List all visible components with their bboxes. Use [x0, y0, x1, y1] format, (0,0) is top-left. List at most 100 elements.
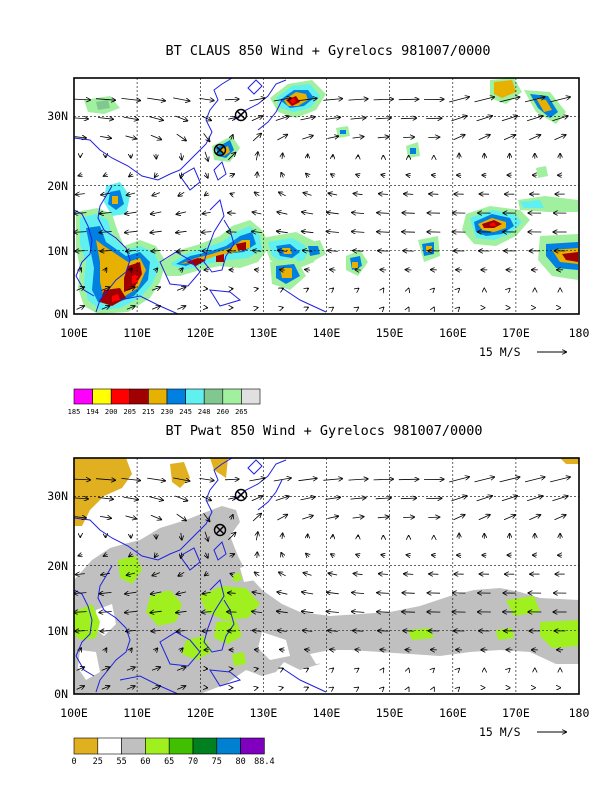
colorbar-swatch [203, 388, 224, 405]
wind-vector [331, 174, 335, 176]
wind-vector [325, 497, 340, 499]
wind-vector [282, 154, 283, 160]
wind-vector [178, 572, 185, 576]
wind-vector [279, 192, 286, 195]
wind-vector [402, 213, 415, 214]
wind-vector [176, 133, 186, 140]
wind-vector [353, 631, 364, 632]
map2-gyre-marker-1 [234, 488, 248, 502]
colorbar-swatch [148, 388, 168, 405]
wind-vector [279, 572, 286, 575]
wind-vector [449, 97, 469, 103]
wind-vector [252, 514, 261, 522]
wind-vector [402, 593, 415, 594]
wind-vector [323, 479, 342, 481]
wind-vector [74, 498, 88, 499]
wind-vector [177, 212, 187, 214]
wind-vector [129, 554, 132, 557]
map2-lon-label: 170E [502, 706, 530, 720]
wind-vector [305, 270, 311, 271]
wind-vector [74, 99, 90, 100]
colorbar-tick-label: 215 [142, 408, 155, 416]
wind-vector [373, 99, 393, 100]
wind-vector [205, 172, 208, 178]
wind-vector [550, 97, 570, 103]
wind-vector [552, 116, 567, 122]
map1-colorbar: 185 194 200 205 215 230 245 248 260 265 [68, 388, 261, 416]
wind-vector [127, 573, 136, 575]
map2-lon-label: 130E [250, 706, 278, 720]
wind-vector [178, 192, 185, 196]
map1-lon-label: 160E [439, 326, 467, 340]
wind-vector [249, 98, 265, 102]
wind-vector [253, 592, 262, 594]
wind-vector [328, 631, 338, 632]
wind-vector [76, 574, 85, 575]
wind-vector [252, 231, 263, 232]
wind-vector [125, 611, 137, 612]
map-panel-cloud-temperature: BT CLAUS 850 Wind + Gyrelocs 981007/0000 [47, 43, 589, 416]
wind-vector [373, 479, 393, 480]
wind-vector [379, 574, 388, 575]
wind-vector [80, 268, 82, 271]
wind-vector [352, 213, 365, 214]
map1-lon-label: 170E [502, 326, 530, 340]
map1-wind-vectors [74, 97, 570, 310]
wind-vector [202, 612, 212, 613]
wind-vector [400, 118, 416, 119]
map1-gyre-marker-1 [234, 108, 248, 122]
map1-cloud-shading [76, 78, 578, 314]
wind-vector [499, 477, 520, 483]
colorbar-swatch [241, 388, 261, 405]
wind-vector [203, 212, 211, 213]
wind-vector [129, 174, 132, 177]
map1-lon-label: 100E [60, 326, 88, 340]
wind-vector [205, 552, 208, 558]
wind-vector [282, 534, 283, 540]
wind-vector [474, 97, 495, 103]
wind-vector [302, 611, 314, 612]
wind-vector [381, 555, 385, 556]
wind-vector [327, 212, 339, 214]
wind-vector [303, 250, 313, 251]
wind-vector [149, 116, 163, 121]
colorbar-tick-label: 194 [86, 408, 99, 416]
map2-plot-area [74, 458, 579, 694]
wind-vector [98, 498, 113, 500]
map1-lon-label: 130E [250, 326, 278, 340]
map2-lat-label: 0N [54, 687, 68, 701]
wind-vector [224, 479, 239, 480]
map1-coastlines [74, 78, 327, 314]
wind-vector [306, 554, 309, 557]
map1-lat-label: 10N [47, 244, 68, 258]
wind-vector [524, 97, 545, 103]
colorbar-swatch [121, 737, 146, 755]
wind-vector [105, 648, 107, 651]
wind-vector [282, 669, 283, 670]
map1-gridlines [74, 78, 579, 314]
map2-lon-label: 160E [439, 706, 467, 720]
map2-lat-label: 10N [47, 624, 68, 638]
map2-lon-label: 110E [123, 706, 151, 720]
wind-vector [176, 231, 187, 232]
wind-vector [474, 477, 495, 483]
colorbar-swatch [73, 388, 93, 405]
wind-vector [327, 231, 339, 232]
wind-vector [280, 270, 285, 271]
wind-vector [302, 516, 313, 520]
wind-vector [202, 232, 212, 233]
wind-vector [98, 118, 113, 120]
wind-vector [251, 116, 263, 122]
wind-vector [152, 250, 161, 251]
wind-vector [277, 135, 287, 141]
map1-lon-labels: 100E 110E 120E 130E 140E 150E 160E 170E … [60, 326, 589, 340]
wind-vector [375, 498, 391, 499]
wind-vector [74, 213, 87, 214]
wind-vector [499, 97, 520, 103]
wind-vector [101, 287, 110, 290]
wind-vector [277, 212, 288, 214]
colorbar-tick-label: 25 [93, 757, 103, 767]
wind-vector [277, 231, 288, 233]
wind-vector [377, 593, 390, 594]
wind-vector [327, 592, 339, 594]
